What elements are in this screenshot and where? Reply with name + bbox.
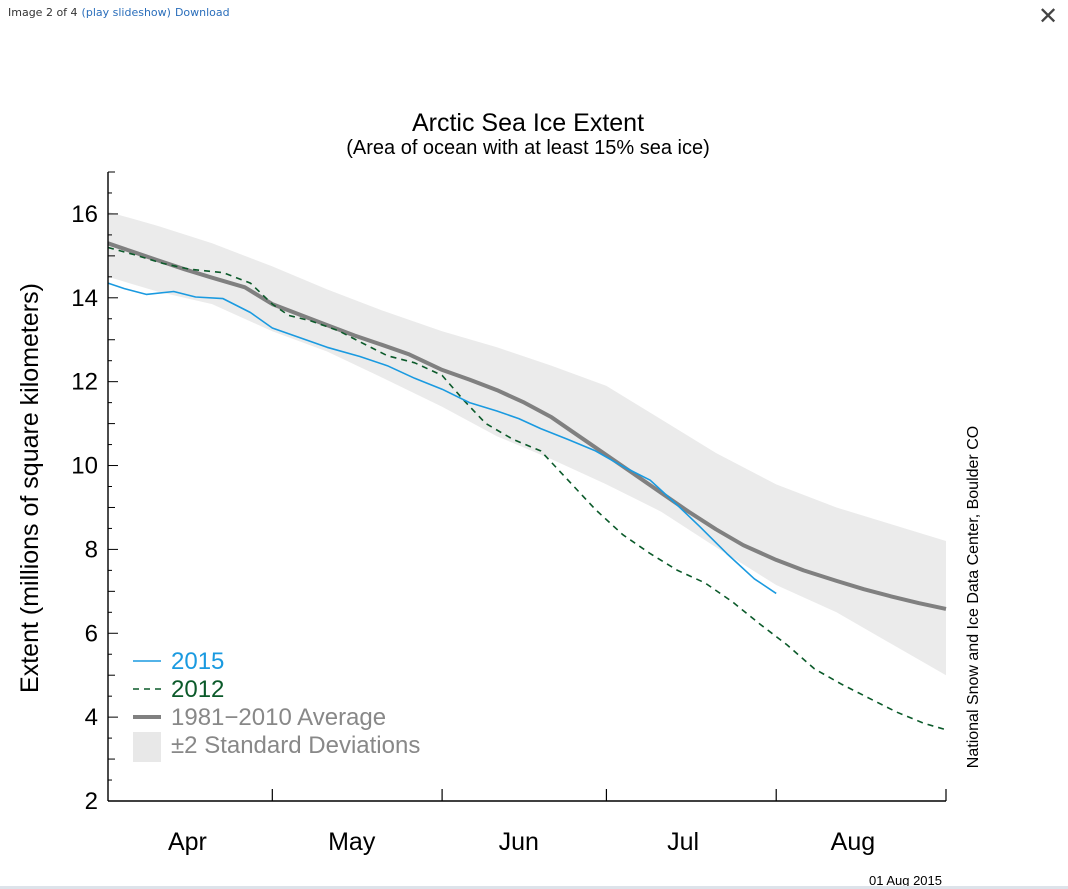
legend-swatch xyxy=(133,732,161,762)
legend-2012: 2012 xyxy=(171,676,224,703)
y-axis-label: Extent (millions of square kilometers) xyxy=(16,283,44,693)
std-band-area xyxy=(108,211,946,676)
x-tick-label: Jul xyxy=(667,828,699,856)
y-tick-label: 4 xyxy=(85,704,98,731)
y-tick-label: 2 xyxy=(85,788,98,815)
play-slideshow-link[interactable]: (play slideshow) xyxy=(81,6,171,19)
date-stamp: 01 Aug 2015 xyxy=(869,873,942,888)
legend-average: 1981−2010 Average xyxy=(171,704,386,731)
x-tick-label: Aug xyxy=(831,828,875,856)
y-tick-label: 14 xyxy=(71,285,98,312)
credit-label: National Snow and Ice Data Center, Bould… xyxy=(965,426,982,768)
viewer-topbar: Image 2 of 4 (play slideshow) Download xyxy=(8,6,230,19)
y-tick-label: 8 xyxy=(85,536,98,563)
image-counter: Image 2 of 4 xyxy=(8,6,78,19)
series-2012-line xyxy=(107,246,947,731)
series-2015-line xyxy=(107,282,777,595)
close-icon[interactable]: ✕ xyxy=(1037,2,1059,30)
chart-title: Arctic Sea Ice Extent xyxy=(412,109,644,137)
legend-std-dev: ±2 Standard Deviations xyxy=(171,732,420,759)
series-average-line xyxy=(107,241,947,611)
y-tick-label: 12 xyxy=(71,369,98,396)
x-tick-label: Jun xyxy=(499,828,539,856)
y-tick-label: 16 xyxy=(71,201,98,228)
bottom-border xyxy=(0,886,1068,889)
download-link[interactable]: Download xyxy=(174,6,230,19)
legend-2015: 2015 xyxy=(171,648,224,675)
x-tick-label: Apr xyxy=(168,828,207,856)
y-tick-label: 10 xyxy=(71,453,98,480)
chart-subtitle: (Area of ocean with at least 15% sea ice… xyxy=(346,137,710,159)
x-tick-label: May xyxy=(328,828,376,856)
y-tick-label: 6 xyxy=(85,620,98,647)
